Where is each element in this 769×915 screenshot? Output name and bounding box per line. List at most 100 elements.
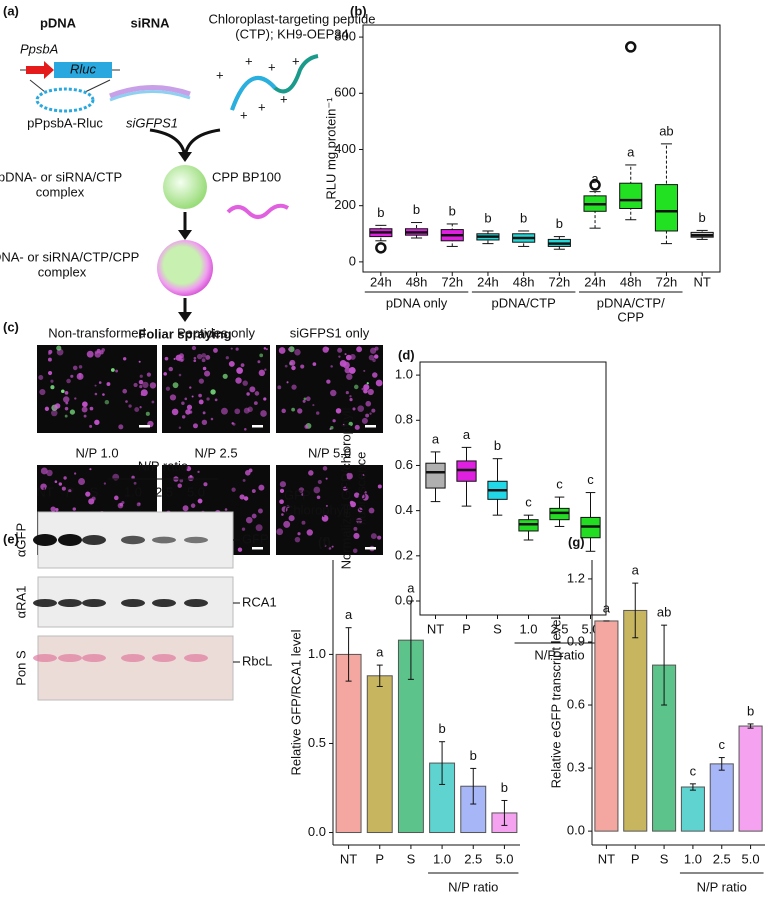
- cell-dot: [186, 404, 193, 410]
- cell-dot: [259, 353, 264, 358]
- cell-dot: [197, 498, 203, 504]
- blot-band: [152, 599, 176, 607]
- cell-dot: [232, 422, 236, 426]
- cell-dot: [197, 470, 200, 474]
- cell-dot: [364, 491, 367, 494]
- cell-dot: [196, 353, 203, 360]
- x-tick-label: S: [407, 851, 416, 866]
- box: [654, 184, 679, 232]
- cell-dot: [69, 409, 76, 415]
- cell-dot: [181, 401, 185, 406]
- cell-dot: [163, 372, 167, 376]
- band-label: RbcL: [242, 653, 272, 668]
- cell-dot: [297, 408, 303, 414]
- cell-dot: [68, 489, 72, 493]
- x-tick-label: 48h: [406, 274, 428, 289]
- cell-dot: [368, 354, 375, 361]
- cell-dot: [178, 373, 182, 377]
- significance-letter: b: [494, 438, 501, 453]
- cell-dot: [51, 409, 58, 417]
- cell-dot: [82, 401, 88, 408]
- cell-dot: [317, 479, 322, 485]
- y-tick-label: 200: [334, 197, 356, 212]
- cell-dot: [369, 412, 372, 415]
- cell-dot: [98, 381, 102, 384]
- cell-dot: [118, 424, 124, 430]
- svg-text:+: +: [240, 107, 248, 122]
- significance-letter: b: [747, 703, 754, 718]
- lane-label: 1.0: [124, 484, 142, 499]
- image-title: Peptides only: [177, 325, 256, 340]
- significance-letter: c: [719, 737, 726, 752]
- cell-dot: [357, 507, 363, 513]
- significance-letter: c: [525, 495, 532, 510]
- cell-dot: [251, 489, 256, 493]
- cell-dot: [304, 424, 309, 429]
- cell-dot: [328, 546, 332, 550]
- cell-dot: [325, 477, 328, 480]
- cell-dot: [337, 347, 343, 353]
- cell-dot: [203, 482, 208, 487]
- panel-label: (c): [3, 319, 19, 334]
- cell-dot: [301, 493, 304, 496]
- antibody-label: αRA1: [13, 586, 28, 619]
- cell-dot: [279, 488, 285, 493]
- y-axis-label: Relative eGFP transcript level: [548, 617, 563, 789]
- cell-dot: [133, 481, 137, 485]
- blot-band: [184, 536, 208, 544]
- cell-dot: [239, 494, 245, 500]
- cell-dot: [257, 360, 261, 364]
- blot-band: [33, 654, 57, 662]
- cell-dot: [249, 386, 256, 393]
- cell-dot: [89, 424, 93, 428]
- lane-label: 2.5: [155, 484, 173, 499]
- cell-dot: [110, 368, 115, 372]
- cell-dot: [86, 350, 94, 358]
- cell-dot: [191, 345, 197, 351]
- significance-letter: a: [627, 144, 635, 159]
- cell-dot: [308, 470, 314, 476]
- cell-dot: [198, 399, 204, 405]
- significance-letter: b: [501, 780, 508, 795]
- legend-entry: GFP: [284, 487, 311, 502]
- cell-dot: [94, 392, 98, 396]
- cell-dot: [52, 404, 58, 410]
- cell-dot: [326, 347, 330, 351]
- cell-dot: [371, 408, 376, 413]
- cell-dot: [61, 486, 66, 491]
- cell-dot: [321, 515, 329, 522]
- cell-dot: [55, 507, 59, 512]
- bar: [623, 609, 648, 832]
- significance-letter: a: [407, 580, 415, 595]
- panel-label: (g): [568, 534, 585, 549]
- cell-dot: [258, 484, 265, 491]
- cell-dot: [187, 475, 194, 482]
- group-label: N/P ratio: [448, 879, 498, 894]
- y-tick-label: 0.0: [395, 592, 413, 607]
- cell-dot: [142, 381, 149, 389]
- legend-entry: Chlorophyll: [284, 502, 349, 517]
- cell-dot: [253, 401, 258, 405]
- cell-dot: [106, 382, 111, 386]
- cell-dot: [189, 386, 192, 389]
- cell-dot: [74, 397, 77, 400]
- blot-band: [184, 654, 208, 662]
- cell-dot: [283, 520, 291, 528]
- scale-bar: [365, 547, 376, 550]
- bar: [594, 620, 619, 832]
- blot-band: [184, 599, 208, 607]
- blot-band: [33, 534, 57, 546]
- cell-dot: [288, 346, 295, 353]
- x-tick-label: NT: [693, 274, 710, 289]
- cell-dot: [312, 404, 315, 407]
- cell-dot: [222, 373, 228, 379]
- cell-dot: [349, 395, 352, 398]
- x-tick-label: 48h: [620, 274, 642, 289]
- x-tick-label: 2.5: [713, 851, 731, 866]
- cell-dot: [185, 409, 191, 415]
- cell-dot: [64, 391, 69, 395]
- cell-dot: [363, 388, 368, 394]
- cell-dot: [198, 378, 205, 384]
- y-tick-label: 0.6: [395, 457, 413, 472]
- cell-dot: [114, 495, 119, 501]
